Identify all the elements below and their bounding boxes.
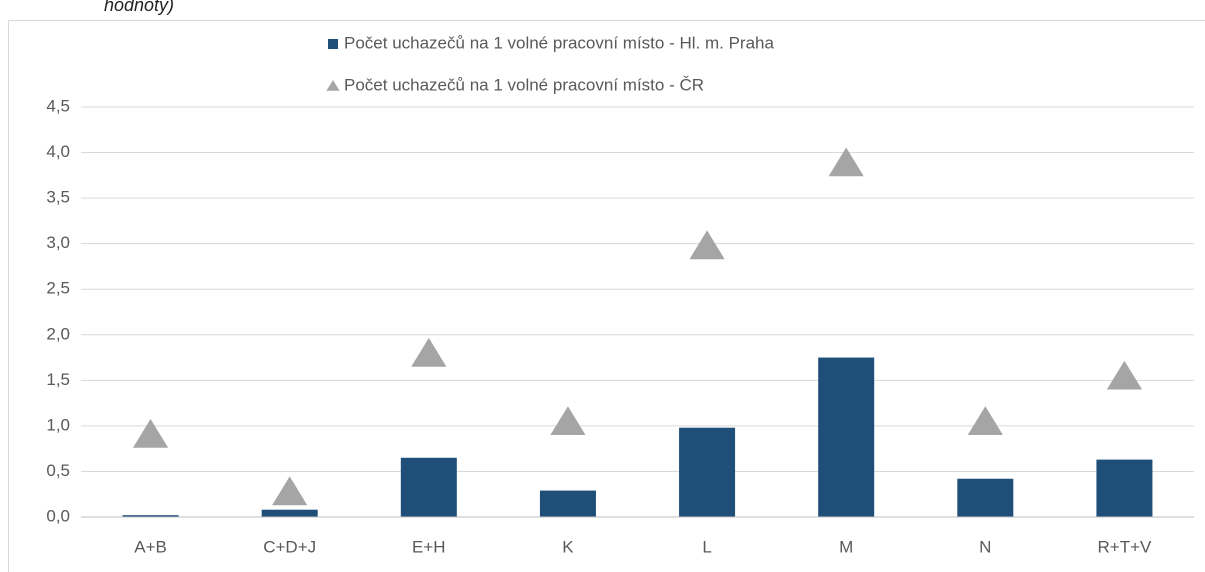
bar	[957, 478, 1014, 517]
y-tick-label: 1,5	[46, 370, 70, 389]
y-tick-label: 4,0	[46, 142, 70, 161]
marker	[411, 337, 447, 367]
x-tick-label: K	[562, 537, 574, 556]
marker	[132, 419, 169, 448]
y-tick-label: 0,0	[46, 506, 70, 525]
x-tick-label: M	[839, 537, 853, 556]
marker	[967, 406, 1003, 436]
x-tick-label: A+B	[134, 537, 167, 556]
chart-border	[8, 20, 1205, 572]
x-tick-label: L	[702, 537, 711, 556]
legend-label: Počet uchazečů na 1 volné pracovní místo…	[344, 75, 704, 94]
legend-label: Počet uchazečů na 1 volné pracovní místo…	[344, 33, 774, 52]
y-tick-label: 3,0	[46, 233, 70, 252]
bar	[679, 427, 736, 517]
y-tick-label: 2,5	[46, 279, 70, 298]
bar	[539, 490, 596, 517]
bar	[261, 509, 318, 517]
y-tick-label: 2,0	[46, 324, 70, 343]
marker	[1106, 360, 1143, 390]
y-tick-label: 0,5	[46, 461, 70, 480]
legend-swatch	[328, 39, 338, 49]
bar	[400, 457, 457, 517]
legend-swatch	[326, 80, 340, 91]
x-tick-label: R+T+V	[1098, 537, 1153, 556]
marker	[828, 147, 864, 177]
marker	[272, 476, 308, 506]
x-tick-label: C+D+J	[263, 537, 316, 556]
x-tick-label: N	[979, 537, 991, 556]
y-tick-label: 1,0	[46, 415, 70, 434]
y-tick-label: 4,5	[46, 96, 70, 115]
x-tick-label: E+H	[412, 537, 446, 556]
marker	[689, 230, 725, 260]
bar	[1096, 459, 1153, 517]
bar	[122, 515, 179, 517]
chart-title: hodnoty)	[104, 0, 174, 15]
marker	[550, 406, 586, 436]
y-tick-label: 3,5	[46, 188, 70, 207]
bar	[818, 357, 875, 517]
